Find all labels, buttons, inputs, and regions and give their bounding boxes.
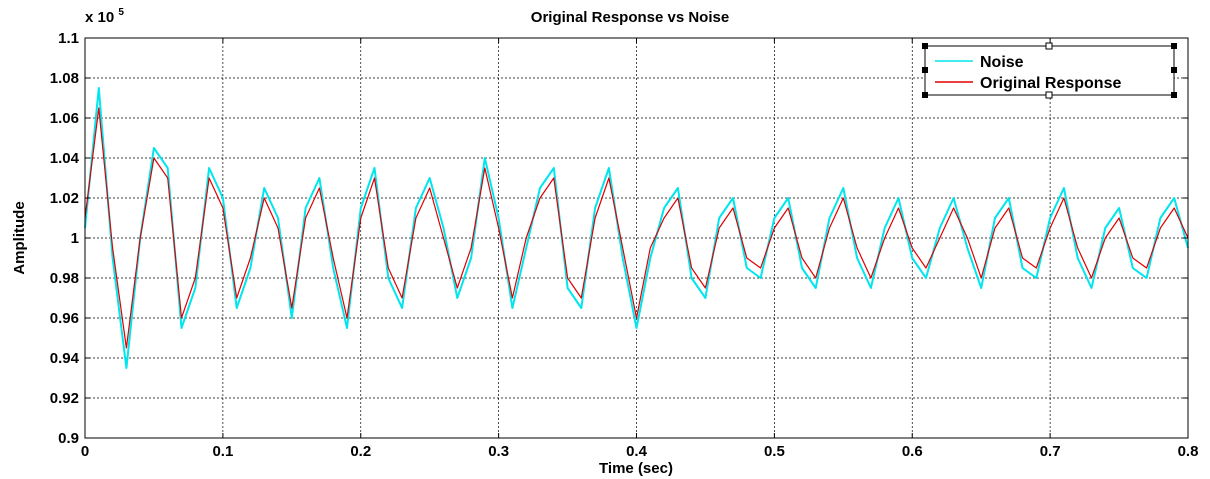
grid-layer: [85, 38, 1188, 438]
x-tick-label: 0: [81, 443, 89, 460]
x-tick-label: 0.3: [488, 443, 509, 460]
x-tick-label: 0.7: [1040, 443, 1061, 460]
x-tick-label: 0.2: [350, 443, 371, 460]
y-tick-label: 1.02: [50, 190, 79, 207]
legend-label-noise: Noise: [980, 54, 1024, 71]
x-tick-label: 0.6: [902, 443, 923, 460]
y-tick-label: 0.96: [50, 310, 79, 327]
chart-title: Original Response vs Noise: [531, 9, 729, 26]
y-tick-label: 0.94: [50, 350, 80, 367]
series-line-original-response: [84, 107, 1189, 349]
legend-handle-bl[interactable]: [922, 92, 928, 98]
x-tick-label: 0.4: [626, 443, 648, 460]
y-exponent-base: x 10: [85, 9, 114, 26]
y-tick-label: 0.92: [50, 390, 79, 407]
legend-handle-tl[interactable]: [922, 43, 928, 49]
legend-label-original-response: Original Response: [980, 75, 1121, 92]
legend-handle-tr[interactable]: [1171, 43, 1177, 49]
legend[interactable]: Noise Original Response: [922, 42, 1177, 99]
y-tick-label: 0.98: [50, 270, 79, 287]
y-tick-label: 1.04: [50, 150, 80, 167]
y-tick-label: 1: [71, 230, 79, 247]
series-layer: [84, 87, 1189, 369]
x-axis-title: Time (sec): [599, 460, 673, 477]
y-axis-title: Amplitude: [11, 201, 28, 274]
y-exponent-power: 5: [118, 7, 124, 18]
y-tick-label: 1.08: [50, 70, 79, 87]
legend-handle-bm[interactable]: [1045, 91, 1053, 99]
x-tick-label: 0.1: [212, 443, 233, 460]
y-tick-label: 1.1: [58, 30, 79, 47]
y-tick-label: 1.06: [50, 110, 79, 127]
series-line-noise: [84, 87, 1189, 369]
x-tick-label: 0.8: [1178, 443, 1199, 460]
legend-handle-br[interactable]: [1171, 92, 1177, 98]
legend-handle-ml[interactable]: [922, 67, 928, 73]
y-exponent-label: x 10 5: [85, 7, 124, 26]
legend-handle-tm[interactable]: [1045, 42, 1053, 50]
x-tick-label: 0.5: [764, 443, 785, 460]
ticks-layer: 0 0.1 0.2 0.3 0.4 0.5 0.6 0.7 0.8 0.9 0.92 0.94 0.96…: [50, 30, 1199, 460]
legend-handle-mr[interactable]: [1171, 67, 1177, 73]
y-tick-label: 0.9: [58, 430, 79, 447]
